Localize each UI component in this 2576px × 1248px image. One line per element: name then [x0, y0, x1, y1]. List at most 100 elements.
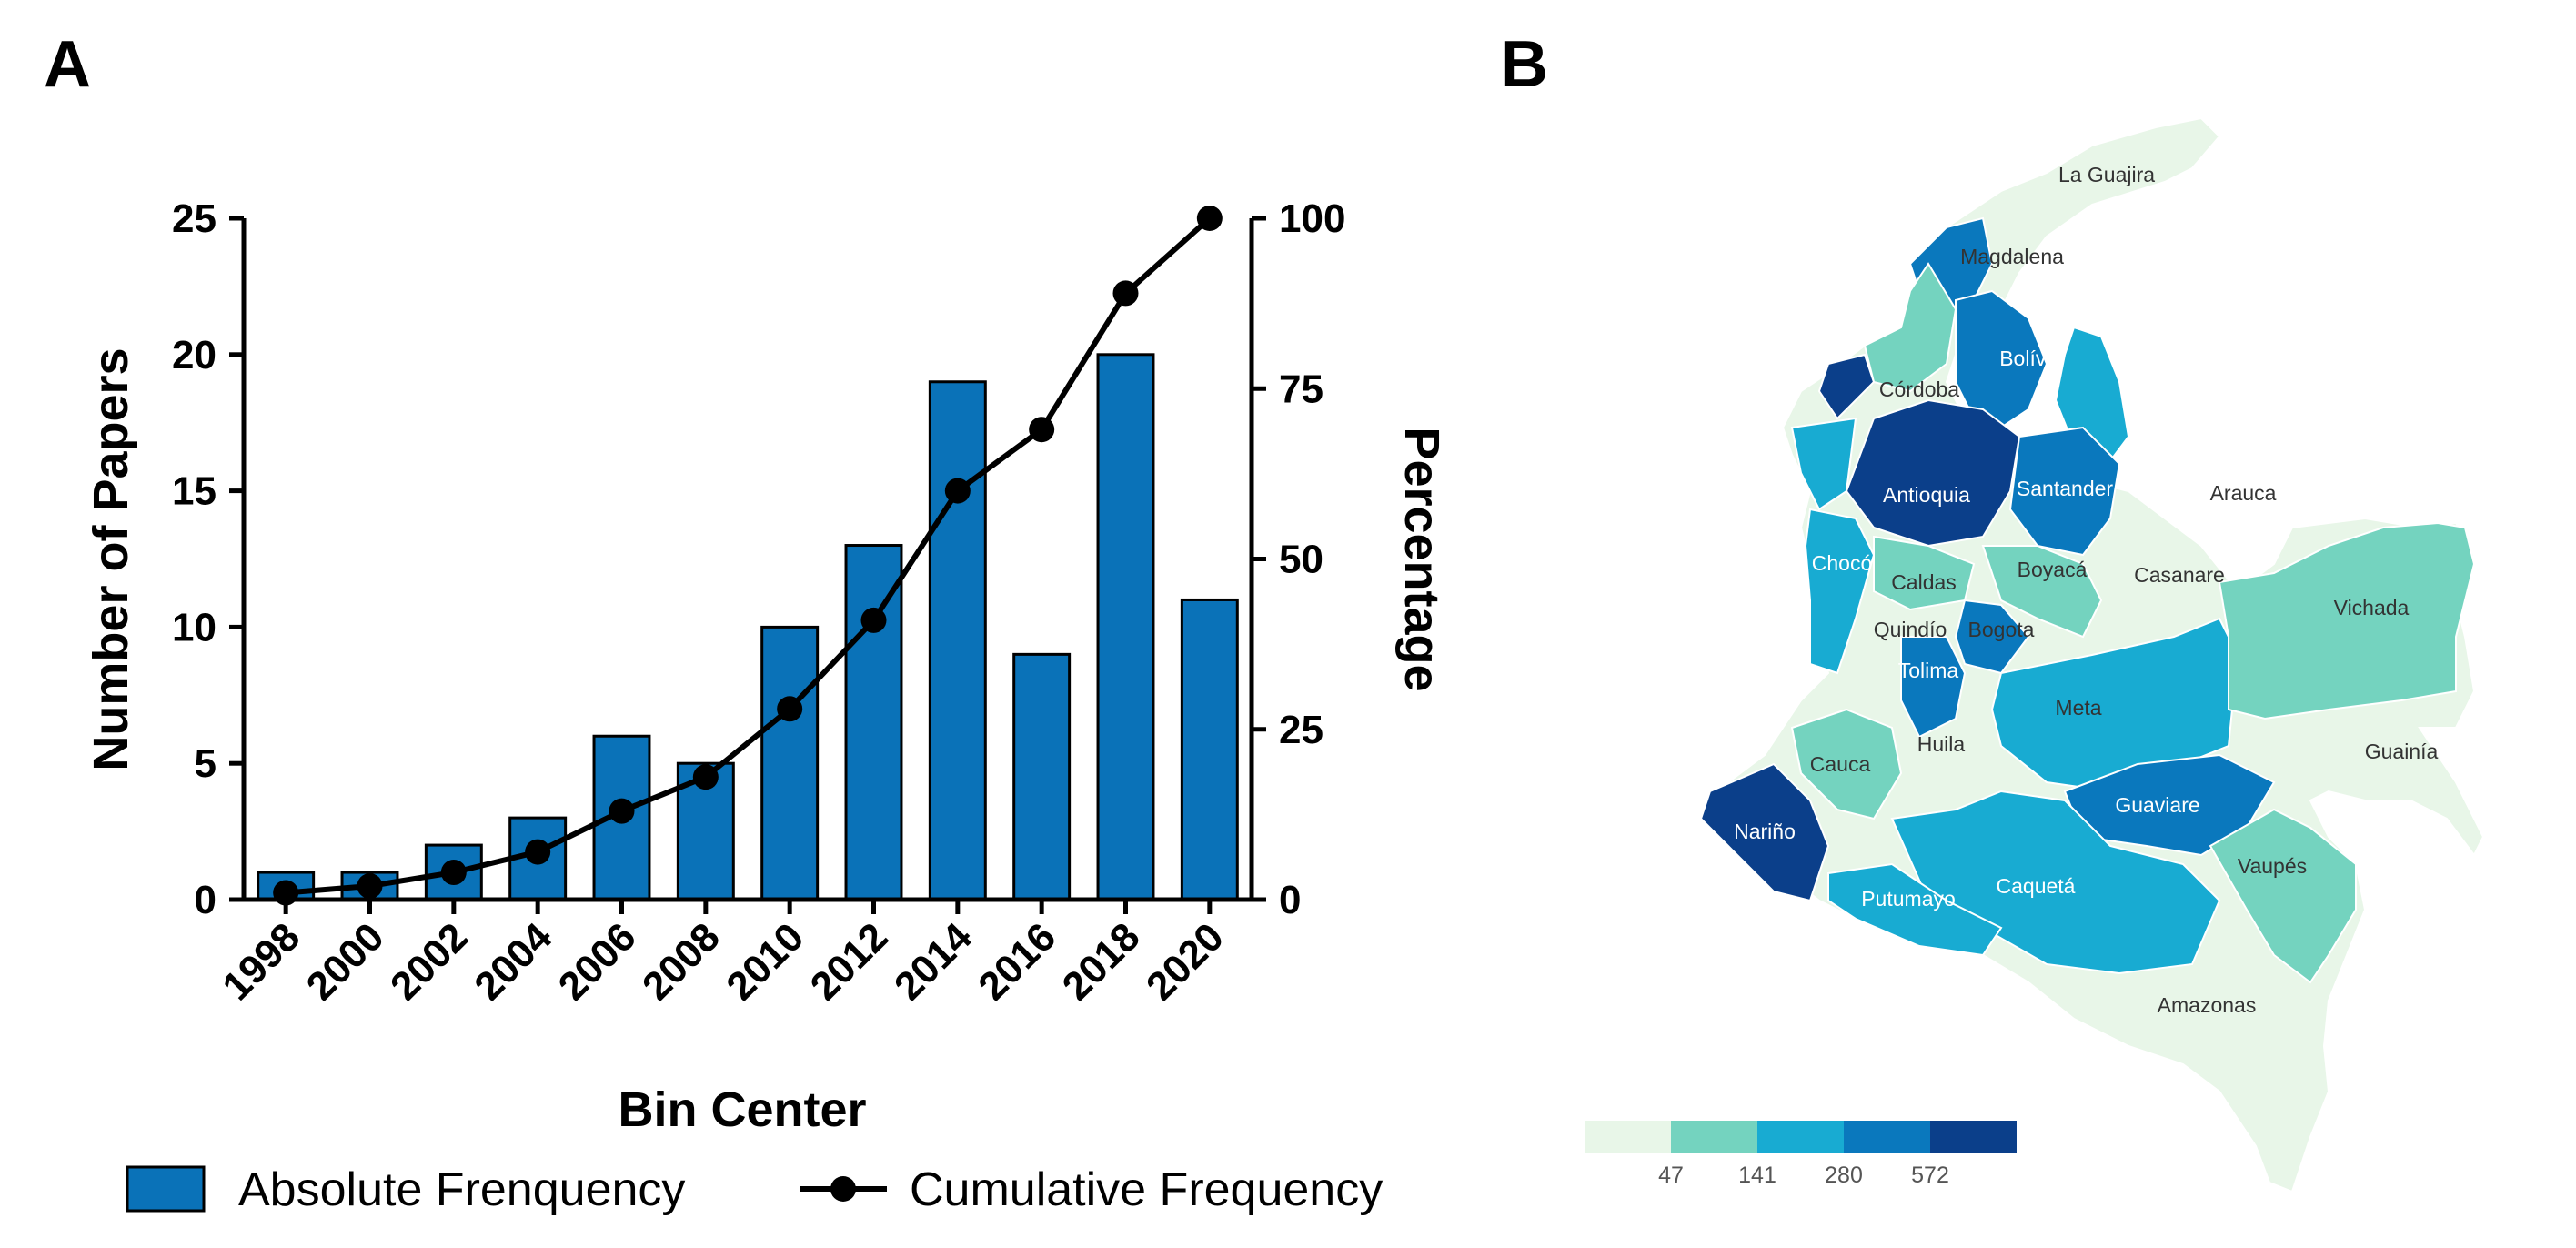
- cumulative-line: [285, 216, 1212, 896]
- x-tick-label: 2002: [382, 914, 477, 1009]
- x-tick-label: 2006: [550, 914, 645, 1009]
- region-putumayo: [1827, 862, 2003, 957]
- map-label-la-guajira: La Guajira: [2058, 163, 2155, 186]
- map-label-vichada: Vichada: [2334, 596, 2410, 619]
- map-label-meta: Meta: [2055, 696, 2101, 720]
- y-ticks-left: 0 5 10 15 20 25: [172, 196, 244, 922]
- x-tick-label: 1998: [214, 914, 308, 1009]
- region-cauca: [1790, 708, 1903, 820]
- scale-break-label: 572: [1911, 1162, 1949, 1188]
- x-tick-label: 2004: [466, 914, 560, 1009]
- y2-tick-label: 0: [1279, 878, 1301, 922]
- scale-swatch-3: [1844, 1121, 1930, 1153]
- panel-a-label: A: [44, 28, 91, 101]
- bar-2014: [928, 380, 987, 901]
- map-label-quindio: Quindío: [1874, 618, 1947, 641]
- line-point-2018: [1112, 280, 1139, 307]
- region-choco: [1804, 508, 1876, 675]
- map-label-guainia: Guainía: [2365, 740, 2439, 763]
- y-tick-label: 0: [195, 878, 216, 922]
- y-ticks-right: 0 25 50 75 100: [1252, 196, 1345, 922]
- region-bolivar: [1955, 289, 2048, 429]
- map-label-amazonas: Amazonas: [2158, 993, 2257, 1017]
- map-label-caldas: Caldas: [1891, 570, 1957, 594]
- region-vaupes: [2209, 808, 2357, 984]
- legend-bar-swatch: [126, 1165, 206, 1213]
- map-label-narino: Nariño: [1734, 820, 1796, 843]
- y2-tick-label: 25: [1279, 708, 1323, 752]
- region-narino: [1699, 762, 1830, 902]
- scale-break-label: 280: [1825, 1162, 1863, 1188]
- map-label-santander: Santander: [2017, 477, 2113, 500]
- scale-break-label: 47: [1658, 1162, 1684, 1188]
- color-scale-legend: 47 141 280 572: [1585, 1121, 2017, 1188]
- map-label-bogota: Bogota: [1968, 618, 2035, 641]
- y-tick-label: 5: [195, 741, 216, 786]
- map-label-boyaca: Boyacá: [2018, 558, 2088, 581]
- y-tick-label: 10: [172, 605, 216, 649]
- map-label-huila: Huila: [1917, 732, 1966, 756]
- map-label-cordoba: Córdoba: [1879, 377, 1959, 401]
- line-point-2012: [860, 607, 887, 633]
- region-antioquia: [1845, 398, 2021, 548]
- x-tick-label: 2014: [886, 914, 981, 1009]
- region-antioquia-west: [1790, 417, 1857, 511]
- bar-series: [257, 353, 1239, 901]
- map-label-casanare: Casanare: [2134, 563, 2225, 587]
- scale-swatch-1: [1671, 1121, 1757, 1153]
- x-ticks: 1998200020022004200620082010201220142016…: [214, 900, 1233, 1009]
- bar-2016: [1012, 652, 1072, 901]
- y-axis-title: Number of Papers: [84, 347, 138, 770]
- region-tolima: [1900, 636, 1967, 739]
- line-point-1998: [273, 880, 299, 906]
- bar-2012: [844, 544, 903, 901]
- region-santander: [2008, 426, 2121, 557]
- map-label-tolima: Tolima: [1898, 659, 1959, 682]
- line-point-2010: [777, 696, 803, 722]
- y-tick-label: 25: [172, 196, 216, 241]
- map-label-choco: Chocó: [1812, 551, 1872, 575]
- x-tick-label: 2016: [970, 914, 1064, 1009]
- scale-swatch-2: [1757, 1121, 1844, 1153]
- map-label-arauca: Arauca: [2210, 481, 2277, 505]
- region-uraba: [1817, 353, 1876, 420]
- region-vichada: [2218, 521, 2476, 720]
- x-tick-label: 2012: [802, 914, 897, 1009]
- x-axis-title: Bin Center: [618, 1082, 866, 1137]
- colombia-choropleth-map: La Guajira Magdalena Bolívar Córdoba Ant…: [1557, 107, 2521, 1208]
- map-label-bolivar: Bolívar: [1999, 347, 2065, 370]
- map-label-guaviare: Guaviare: [2115, 793, 2199, 817]
- bar-2018: [1096, 353, 1155, 901]
- legend-line-label: Cumulative Frequency: [910, 1163, 1383, 1216]
- line-point-2000: [357, 873, 383, 900]
- line-point-2006: [609, 798, 635, 824]
- y-tick-label: 15: [172, 469, 216, 514]
- panel-b-label: B: [1501, 28, 1548, 101]
- line-point-2004: [525, 839, 551, 865]
- legend-bar-label: Absolute Frenquency: [238, 1163, 685, 1216]
- scale-swatch-4: [1930, 1121, 2017, 1153]
- map-label-caqueta: Caquetá: [1997, 874, 2076, 898]
- map-label-putumayo: Putumayo: [1861, 887, 1956, 911]
- bar-2010: [760, 625, 820, 901]
- map-label-magdalena: Magdalena: [1960, 245, 2064, 268]
- x-tick-label: 2000: [298, 914, 393, 1009]
- scale-swatch-0: [1585, 1121, 1671, 1153]
- line-point-2020: [1196, 206, 1223, 231]
- region-boyaca: [1981, 545, 2103, 639]
- scale-break-label: 141: [1738, 1162, 1776, 1188]
- map-label-vaupes: Vaupés: [2238, 854, 2307, 878]
- line-point-2008: [692, 764, 719, 790]
- y2-tick-label: 50: [1279, 538, 1323, 582]
- y2-axis-title: Percentage: [1394, 427, 1449, 691]
- line-point-2016: [1029, 417, 1055, 443]
- x-tick-label: 2020: [1138, 914, 1233, 1009]
- bar-2020: [1180, 598, 1239, 901]
- map-label-cauca: Cauca: [1810, 752, 1871, 776]
- x-tick-label: 2010: [718, 914, 812, 1009]
- line-series: [273, 206, 1223, 906]
- map-label-antioquia: Antioquia: [1883, 483, 1970, 507]
- x-tick-label: 2008: [634, 914, 729, 1009]
